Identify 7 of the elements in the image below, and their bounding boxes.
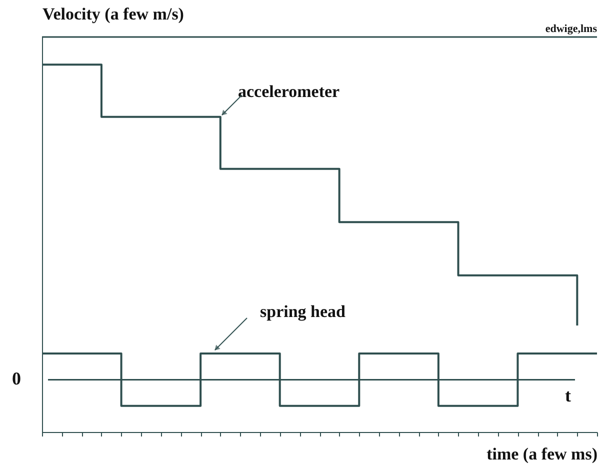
text: edwige,lms [545,23,598,35]
y-axis-title: Velocity (a few m/s) [42,4,184,24]
x-axis-title: time (a few ms) [486,444,598,464]
series-label: spring head [260,302,346,321]
annotation: t [565,386,571,406]
series-label: accelerometer [238,82,340,101]
text: 0 [12,368,21,389]
